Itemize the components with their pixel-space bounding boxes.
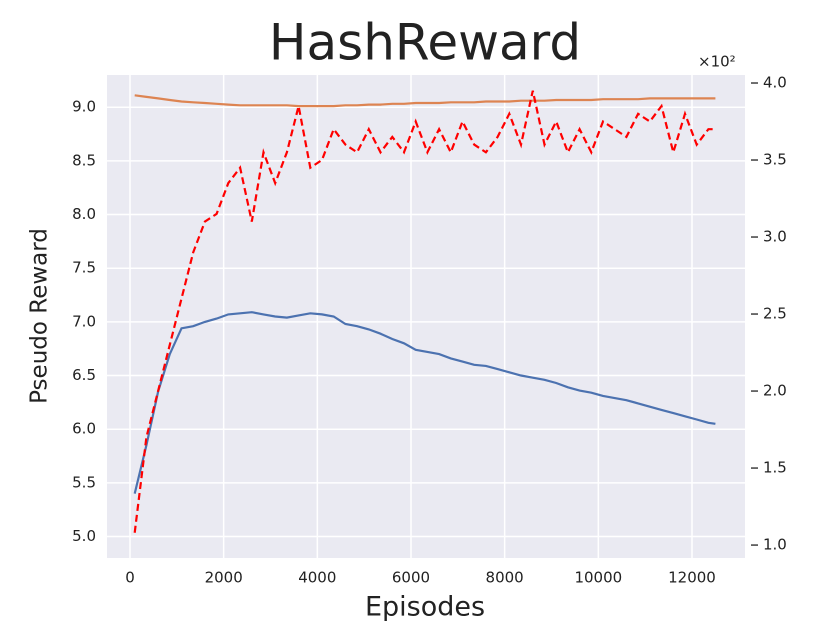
y2-tick-label: 4.0	[763, 74, 787, 92]
series-line	[133, 90, 716, 533]
plot-area	[107, 75, 745, 558]
x-axis-label: Episodes	[365, 592, 485, 623]
y2-tick-label: 1.5	[763, 459, 787, 477]
y-tick-label: 5.0	[72, 527, 96, 545]
y-tick-label: 9.0	[72, 98, 96, 116]
y-tick-label: 8.5	[72, 151, 96, 169]
y2-offset-label: ×10²	[698, 53, 736, 71]
y-tick-label: 8.0	[72, 205, 96, 223]
x-tick-label: 4000	[298, 569, 336, 587]
y-tick-label: 7.0	[72, 312, 96, 330]
series-line	[134, 94, 716, 108]
y-tick-label: 5.5	[72, 473, 96, 491]
x-tick-label: 2000	[205, 569, 243, 587]
y-tick-label: 6.5	[72, 366, 96, 384]
x-tick-label: 6000	[392, 569, 430, 587]
y2-tick-label: 3.0	[763, 228, 787, 246]
chart-title: HashReward	[269, 14, 581, 72]
y-tick-label: 7.5	[72, 259, 96, 277]
x-tick-label: 10000	[574, 569, 622, 587]
y-axis-label: Pseudo Reward	[27, 228, 53, 404]
y2-tick-label: 3.5	[763, 151, 787, 169]
y2-tick-label: 1.0	[763, 536, 787, 554]
x-tick-label: 12000	[668, 569, 716, 587]
x-tick-label: 0	[125, 569, 135, 587]
x-tick-label: 8000	[486, 569, 524, 587]
series-line	[133, 311, 716, 494]
y2-tick-label: 2.0	[763, 382, 787, 400]
y2-tick-label: 2.5	[763, 305, 787, 323]
y-tick-label: 6.0	[72, 420, 96, 438]
